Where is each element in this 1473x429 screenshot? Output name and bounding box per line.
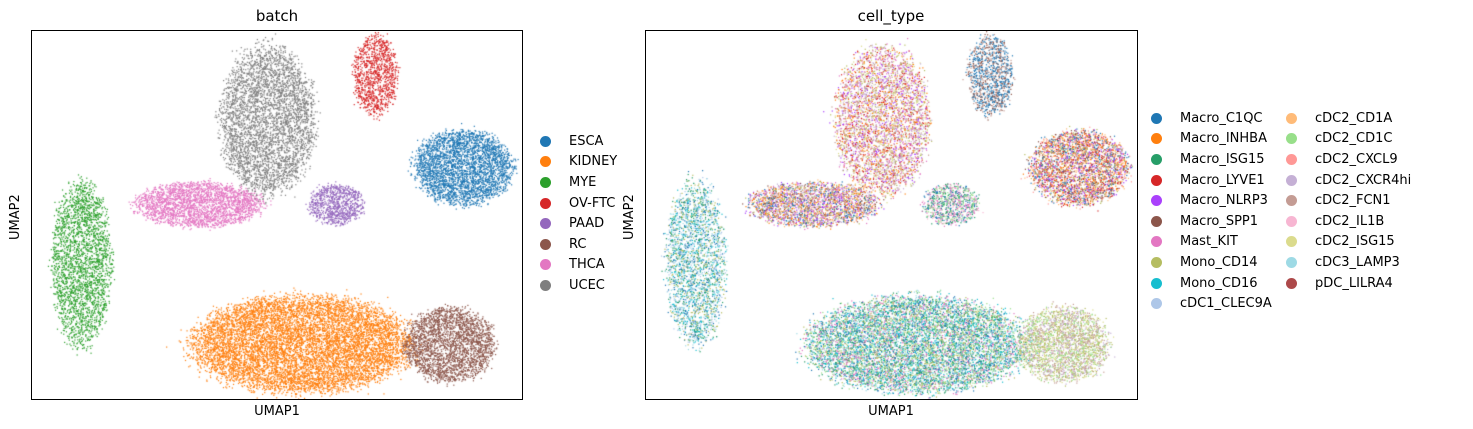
chart-title: cell_type bbox=[857, 7, 925, 25]
legend-marker bbox=[540, 259, 551, 271]
legend-item: cDC2_ISG15 bbox=[1286, 232, 1411, 253]
legend-label: cDC2_CXCL9 bbox=[1315, 151, 1398, 167]
legend-item: THCA bbox=[540, 255, 617, 276]
legend-label: Macro_LYVE1 bbox=[1180, 172, 1265, 188]
legend-marker bbox=[1151, 236, 1162, 248]
y-axis-label: UMAP2 bbox=[622, 194, 637, 240]
legend-marker bbox=[540, 135, 551, 147]
legend-item: cDC2_CXCR4hi bbox=[1286, 170, 1411, 191]
x-axis-label: UMAP1 bbox=[254, 404, 300, 419]
legend-marker bbox=[1286, 215, 1297, 227]
legend-item: Macro_LYVE1 bbox=[1151, 170, 1272, 191]
legend-item: cDC2_IL1B bbox=[1286, 211, 1411, 232]
legend-item: Macro_C1QC bbox=[1151, 108, 1272, 129]
legend-label: KIDNEY bbox=[569, 154, 618, 170]
legend-marker bbox=[540, 197, 551, 209]
legend-item: cDC2_CD1C bbox=[1286, 129, 1411, 150]
legend-marker bbox=[1286, 195, 1297, 207]
legend-label: OV-FTC bbox=[569, 195, 616, 211]
scatter-points bbox=[32, 31, 522, 399]
legend-column: Macro_C1QC Macro_INHBA Macro_ISG15 Macro_LY… bbox=[1151, 108, 1272, 314]
legend-marker bbox=[1286, 133, 1297, 145]
legend-marker bbox=[1151, 174, 1162, 186]
legend-label: RC bbox=[569, 236, 587, 252]
legend-label: pDC_LILRA4 bbox=[1315, 275, 1393, 291]
legend-label: Macro_SPP1 bbox=[1180, 213, 1259, 229]
legend-item: Mast_KIT bbox=[1151, 232, 1272, 253]
legend-item: Mono_CD14 bbox=[1151, 252, 1272, 273]
legend-label: Macro_NLRP3 bbox=[1180, 193, 1268, 209]
legend-marker bbox=[540, 238, 551, 250]
legend-marker bbox=[540, 279, 551, 291]
legend-label: Macro_ISG15 bbox=[1180, 151, 1265, 167]
legend-marker bbox=[1286, 277, 1297, 289]
legend-label: cDC2_CD1C bbox=[1315, 131, 1393, 147]
legend-label: Macro_C1QC bbox=[1180, 110, 1263, 126]
legend-label: PAAD bbox=[569, 216, 605, 232]
legend-item: cDC3_LAMP3 bbox=[1286, 252, 1411, 273]
legend-item: PAAD bbox=[540, 213, 617, 234]
legend-item: pDC_LILRA4 bbox=[1286, 273, 1411, 294]
legend-label: UCEC bbox=[569, 277, 605, 293]
legend-marker bbox=[1151, 153, 1162, 165]
legend-item: cDC2_FCN1 bbox=[1286, 190, 1411, 211]
legend-label: MYE bbox=[569, 174, 597, 190]
legend-item: RC bbox=[540, 234, 617, 255]
legend-item: cDC2_CD1A bbox=[1286, 108, 1411, 129]
legend-label: Mast_KIT bbox=[1180, 234, 1238, 250]
legend-label: Mono_CD14 bbox=[1180, 254, 1258, 270]
legend-marker bbox=[1151, 133, 1162, 145]
legend-label: Macro_INHBA bbox=[1180, 131, 1267, 147]
legend-label: cDC2_IL1B bbox=[1315, 213, 1385, 229]
plot-area bbox=[645, 30, 1138, 400]
legend-label: cDC3_LAMP3 bbox=[1315, 254, 1400, 270]
legend-item: cDC1_CLEC9A bbox=[1151, 293, 1272, 314]
legend-item: Mono_CD16 bbox=[1151, 273, 1272, 294]
legend-column: ESCA KIDNEY MYE OV-FTC PAAD RC THCA UCEC bbox=[540, 131, 617, 296]
legend-marker bbox=[540, 156, 551, 168]
legend-label: THCA bbox=[569, 257, 605, 273]
legend-label: cDC2_CD1A bbox=[1315, 110, 1393, 126]
legend-column: cDC2_CD1A cDC2_CD1C cDC2_CXCL9 cDC2_CXCR4hi… bbox=[1286, 108, 1411, 293]
legend-marker bbox=[1151, 195, 1162, 207]
legend-marker bbox=[1286, 153, 1297, 165]
y-axis-label: UMAP2 bbox=[8, 194, 23, 240]
legend-marker bbox=[1286, 112, 1297, 124]
legend-marker bbox=[1151, 298, 1162, 310]
plot-area bbox=[31, 30, 523, 400]
legend-label: Mono_CD16 bbox=[1180, 275, 1258, 291]
legend-item: Macro_INHBA bbox=[1151, 129, 1272, 150]
legend-marker bbox=[1286, 236, 1297, 248]
legend-item: Macro_NLRP3 bbox=[1151, 190, 1272, 211]
legend-item: Macro_ISG15 bbox=[1151, 149, 1272, 170]
legend-item: KIDNEY bbox=[540, 152, 617, 173]
legend-label: ESCA bbox=[569, 133, 604, 149]
legend-item: UCEC bbox=[540, 275, 617, 296]
legend-label: cDC1_CLEC9A bbox=[1180, 296, 1272, 312]
scatter-points bbox=[646, 31, 1137, 399]
legend-label: cDC2_CXCR4hi bbox=[1315, 172, 1412, 188]
legend-marker bbox=[1286, 174, 1297, 186]
legend-marker bbox=[1151, 215, 1162, 227]
legend-marker bbox=[1151, 256, 1162, 268]
legend-marker bbox=[1286, 256, 1297, 268]
legend-marker bbox=[1151, 277, 1162, 289]
x-axis-label: UMAP1 bbox=[868, 404, 914, 419]
legend-marker bbox=[540, 218, 551, 230]
legend-item: OV-FTC bbox=[540, 193, 617, 214]
legend-item: ESCA bbox=[540, 131, 617, 152]
legend-item: Macro_SPP1 bbox=[1151, 211, 1272, 232]
legend-label: cDC2_FCN1 bbox=[1315, 193, 1391, 209]
legend-item: cDC2_CXCL9 bbox=[1286, 149, 1411, 170]
legend-marker bbox=[540, 176, 551, 188]
legend-label: cDC2_ISG15 bbox=[1315, 234, 1395, 250]
legend-marker bbox=[1151, 112, 1162, 124]
legend-item: MYE bbox=[540, 172, 617, 193]
chart-title: batch bbox=[255, 7, 299, 25]
